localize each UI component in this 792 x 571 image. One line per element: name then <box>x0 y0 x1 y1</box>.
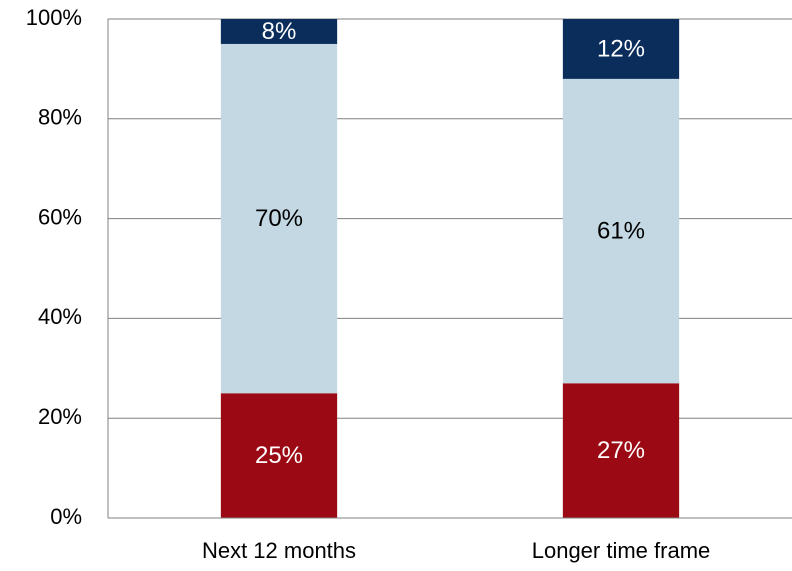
axes <box>107 19 792 519</box>
bar-segment <box>220 393 338 518</box>
x-tick-label: Next 12 months <box>202 538 356 563</box>
y-tick-label: 20% <box>38 404 82 429</box>
data-label: 61% <box>597 217 645 244</box>
data-label: 70% <box>255 205 303 232</box>
bar-segment <box>220 43 338 394</box>
labels: 0% 20% 40% 60% 80% 100% 25% 70% 8% Next 12 months… <box>26 5 711 563</box>
y-tick-label: 100% <box>26 5 82 30</box>
y-tick-label: 40% <box>38 304 82 329</box>
x-tick-label: Longer time frame <box>532 538 711 563</box>
bar-segment <box>562 383 680 518</box>
y-tick-label: 0% <box>50 504 82 529</box>
bars <box>220 19 680 518</box>
data-label: 25% <box>255 442 303 469</box>
data-label: 8% <box>262 18 297 45</box>
bar-segment <box>562 78 680 384</box>
data-label: 27% <box>597 437 645 464</box>
bar-segment <box>562 19 680 79</box>
gridlines <box>108 18 792 419</box>
y-tick-label: 80% <box>38 105 82 130</box>
bar-segment <box>220 19 338 44</box>
y-tick-label: 60% <box>38 204 82 229</box>
data-label: 12% <box>597 35 645 62</box>
